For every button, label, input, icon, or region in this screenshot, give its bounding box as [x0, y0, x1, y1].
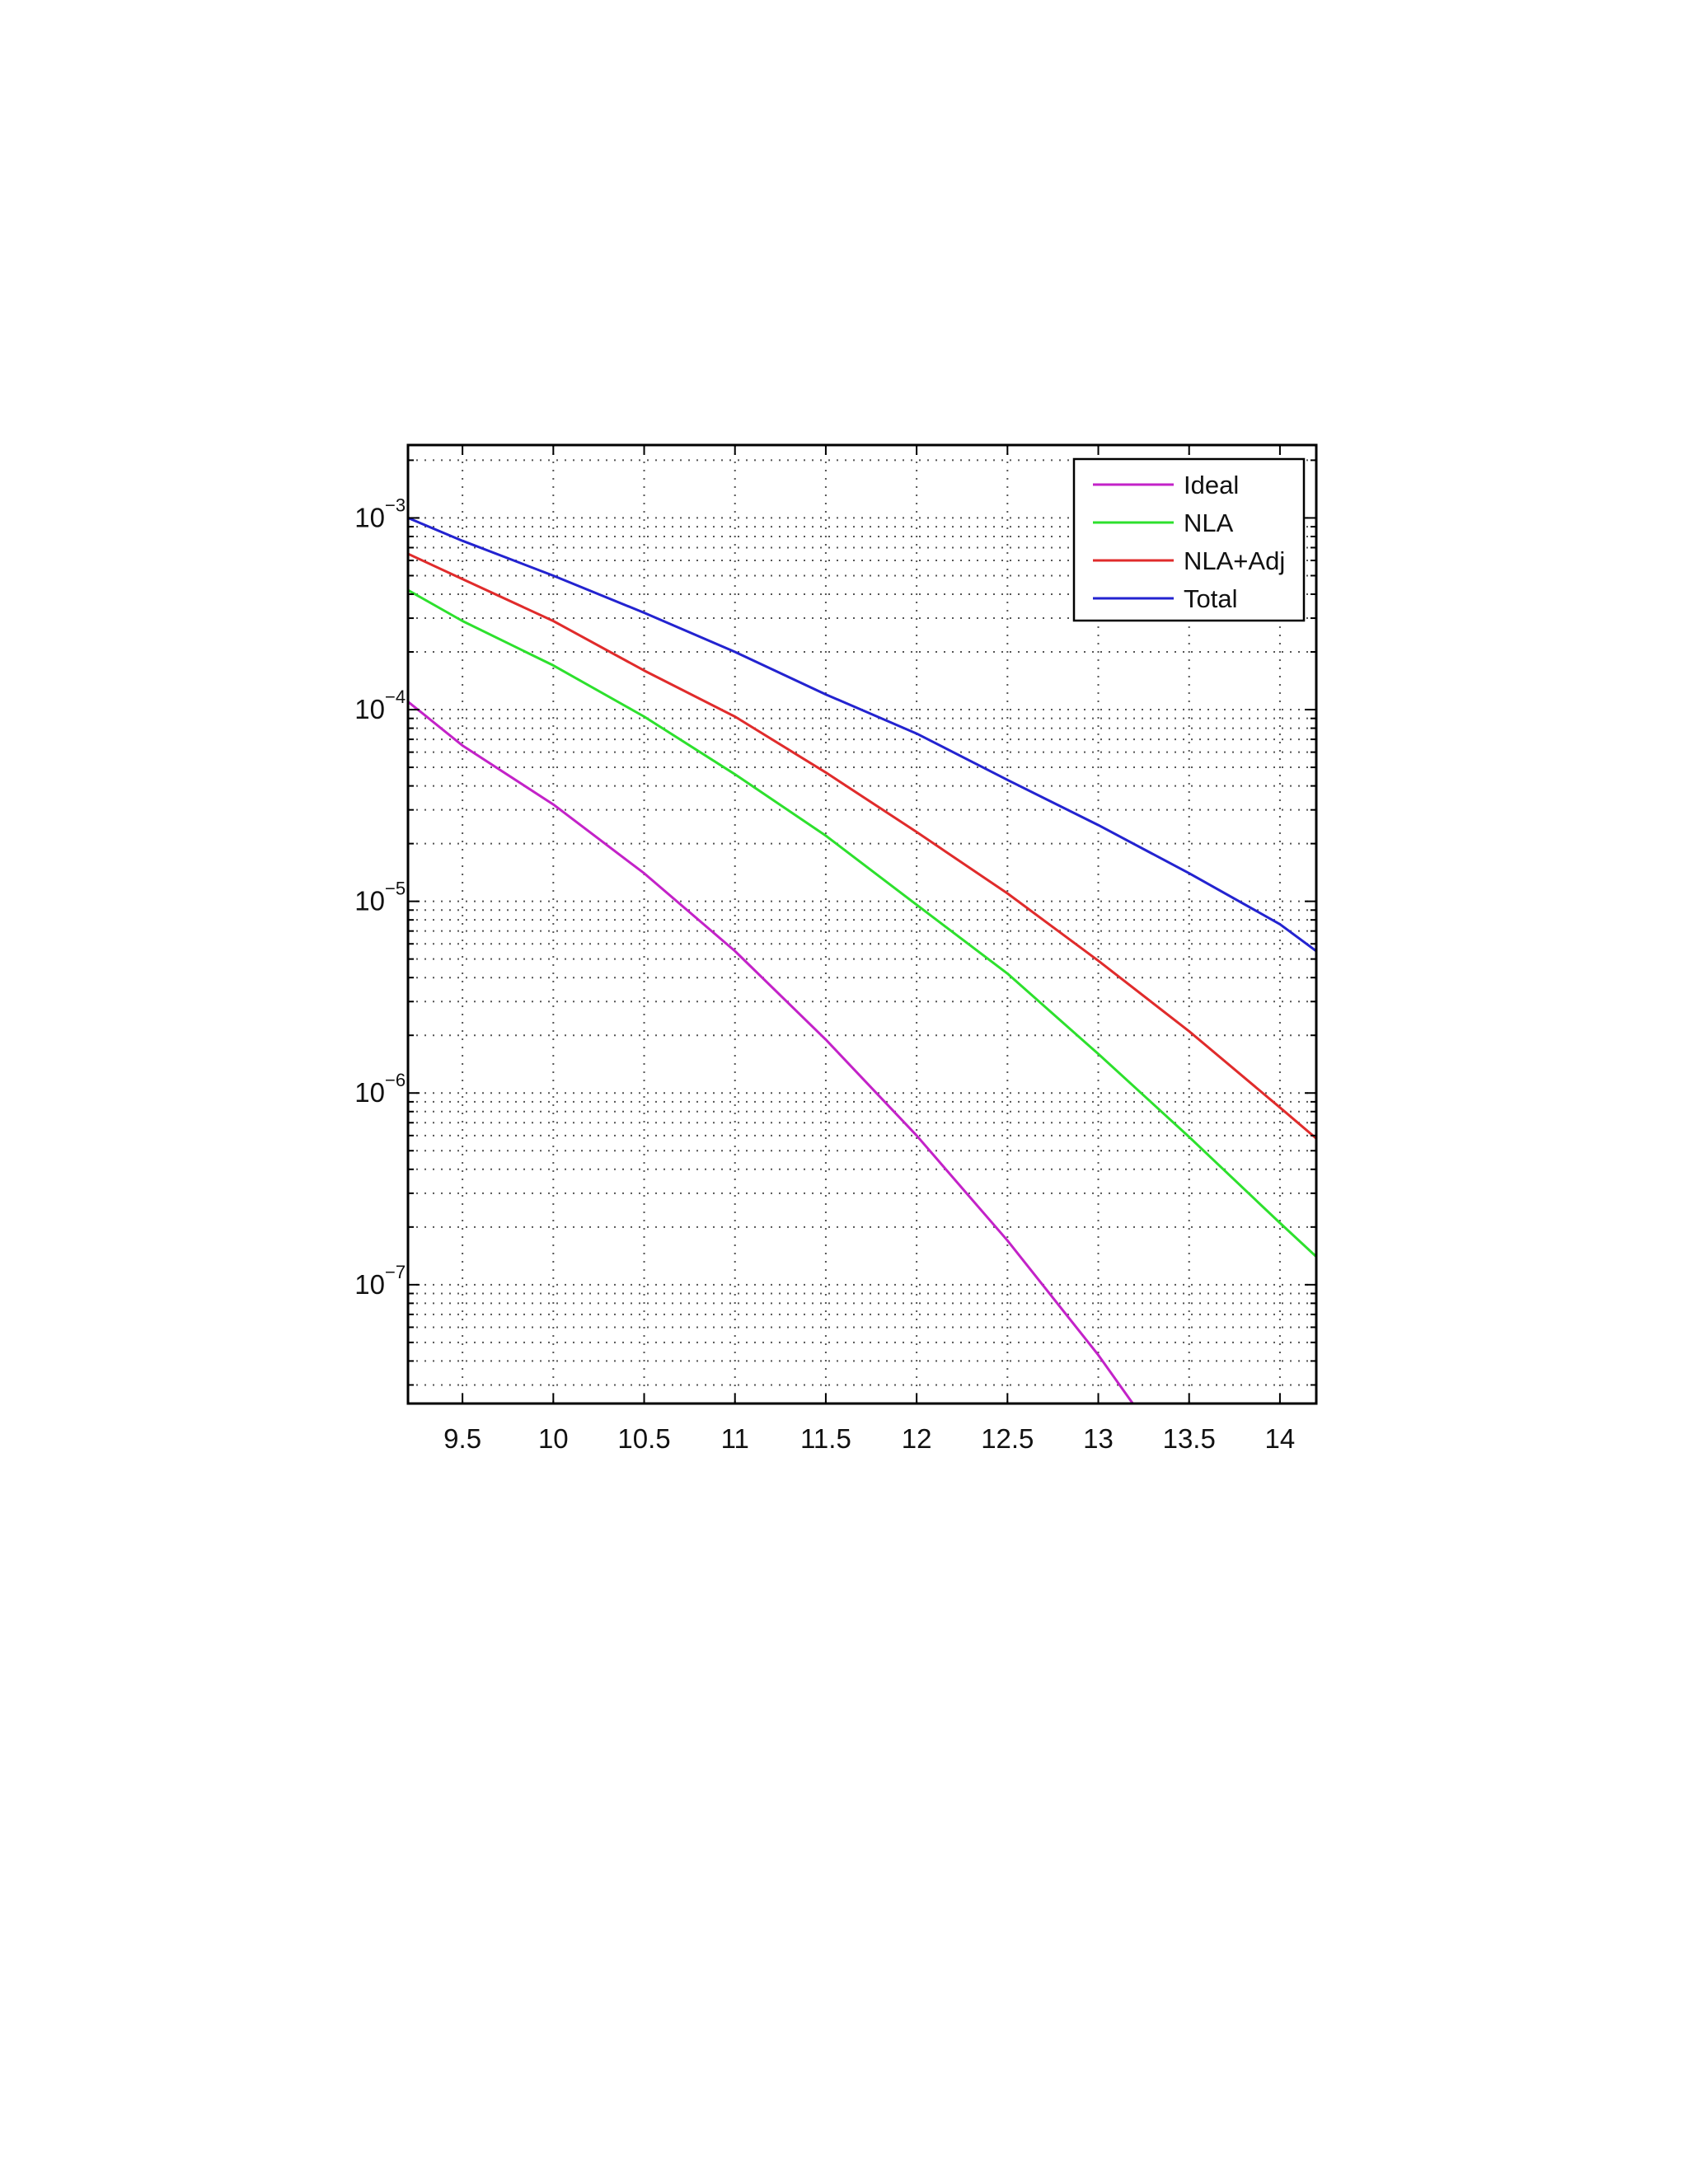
legend-box — [1072, 457, 1306, 622]
grid — [408, 445, 1316, 1404]
y-tick-exponent: −7 — [385, 1262, 406, 1282]
legend-label: Ideal — [1184, 471, 1239, 499]
x-tick-label: 13 — [1083, 1423, 1114, 1454]
y-tick-exponent: −6 — [385, 1070, 406, 1090]
axis-ticks — [408, 445, 1316, 1404]
y-tick-exponent: −3 — [385, 494, 406, 515]
x-tick-label: 10 — [538, 1423, 569, 1454]
series-line-nla-adj — [408, 552, 1316, 1140]
legend-entry: NLA — [1093, 509, 1234, 537]
y-tick-base: 10 — [354, 1269, 385, 1300]
legend-label: Total — [1184, 584, 1237, 613]
x-tick-label: 10.5 — [617, 1423, 670, 1454]
x-tick-label: 14 — [1265, 1423, 1296, 1454]
series-line-nla — [408, 588, 1316, 1258]
legend-entry: Ideal — [1093, 471, 1239, 499]
legend-label: NLA — [1184, 509, 1234, 537]
y-tick-label: 10 −4 — [354, 687, 406, 724]
x-tick-label: 12.5 — [981, 1423, 1034, 1454]
axes-frame — [406, 443, 1318, 1405]
y-tick-base: 10 — [354, 886, 385, 916]
legend-entry: Total — [1093, 584, 1237, 613]
x-tick-label: 11 — [721, 1423, 749, 1454]
series-line-ideal — [408, 701, 1134, 1404]
x-tick-label: 13.5 — [1163, 1423, 1216, 1454]
series-line-total — [408, 517, 1316, 953]
legend-label: NLA+Adj — [1184, 546, 1285, 575]
y-tick-label: 10 −6 — [354, 1070, 406, 1108]
y-tick-exponent: −4 — [385, 687, 406, 707]
y-tick-base: 10 — [354, 694, 385, 724]
y-tick-label: 10 −7 — [354, 1262, 406, 1300]
legend: Ideal NLA NLA+Adj Total — [1072, 457, 1306, 622]
y-tick-base: 10 — [354, 1077, 385, 1108]
series-lines — [408, 517, 1316, 1404]
x-tick-label: 12 — [902, 1423, 932, 1454]
y-tick-label: 10 −5 — [354, 879, 406, 916]
y-tick-exponent: −5 — [385, 879, 406, 899]
x-axis-tick-labels: 9.5 10 10.5 11 11.5 12 12.5 13 13.5 14 — [443, 1423, 1295, 1454]
y-tick-label: 10 −3 — [354, 494, 406, 532]
y-axis-tick-labels: 10−310−410−510−610−7 — [354, 494, 406, 1299]
x-tick-label: 9.5 — [443, 1423, 481, 1454]
x-tick-label: 11.5 — [800, 1423, 851, 1454]
legend-entry: NLA+Adj — [1093, 546, 1285, 575]
y-tick-base: 10 — [354, 502, 385, 532]
